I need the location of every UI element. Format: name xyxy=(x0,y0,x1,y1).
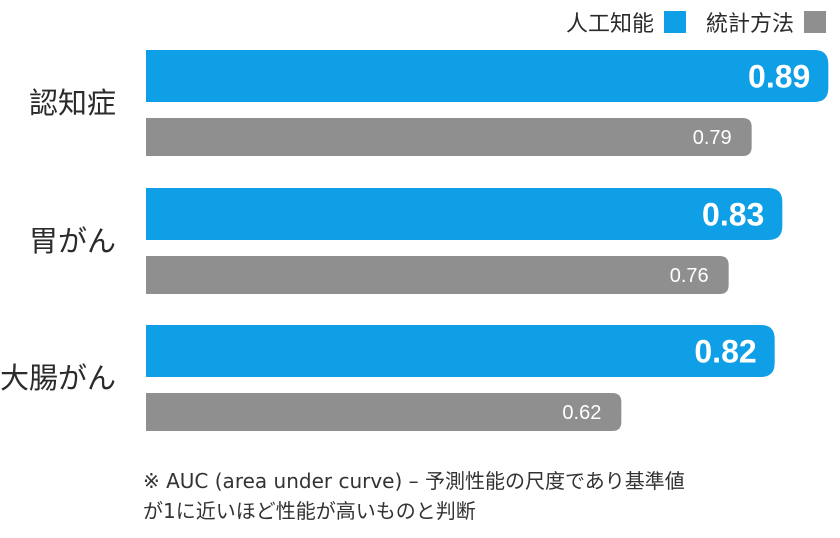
legend: 人工知能 統計方法 xyxy=(556,6,826,38)
legend-swatch-ai xyxy=(663,11,686,33)
legend-item-stat: 統計方法 xyxy=(706,6,826,38)
data-label-stat: 0.76 xyxy=(670,265,709,287)
legend-label-stat: 統計方法 xyxy=(705,12,794,37)
bar-stat xyxy=(146,393,622,431)
footnote-line-2: が1に近いほど性能が高いものと判断 xyxy=(143,499,476,523)
legend-label-ai: 人工知能 xyxy=(565,12,654,37)
data-label-ai: 0.82 xyxy=(694,334,756,370)
data-label-ai: 0.89 xyxy=(748,59,810,95)
data-label-stat: 0.79 xyxy=(693,127,732,149)
legend-item-ai: 人工知能 xyxy=(566,6,686,38)
footnote: ※ AUC (area under curve) – 予測性能の尺度であり基準値… xyxy=(143,466,833,526)
category-label: 認知症 xyxy=(29,86,116,120)
category-label: 大腸がん xyxy=(0,361,116,395)
footnote-line-1: ※ AUC (area under curve) – 予測性能の尺度であり基準値 xyxy=(143,469,685,493)
bar-stat xyxy=(146,256,729,294)
bar-ai xyxy=(146,188,783,240)
data-label-stat: 0.62 xyxy=(562,402,601,424)
bar-ai xyxy=(146,325,775,377)
bar-ai xyxy=(146,50,829,102)
bar-chart: 認知症 0.89 0.79 胃がん 0.83 0.76 大腸がん 0.82 0.62 xyxy=(0,50,829,431)
legend-swatch-stat xyxy=(804,11,826,33)
category-label: 胃がん xyxy=(29,224,116,258)
data-label-ai: 0.83 xyxy=(702,197,764,233)
bar-stat xyxy=(146,118,752,156)
